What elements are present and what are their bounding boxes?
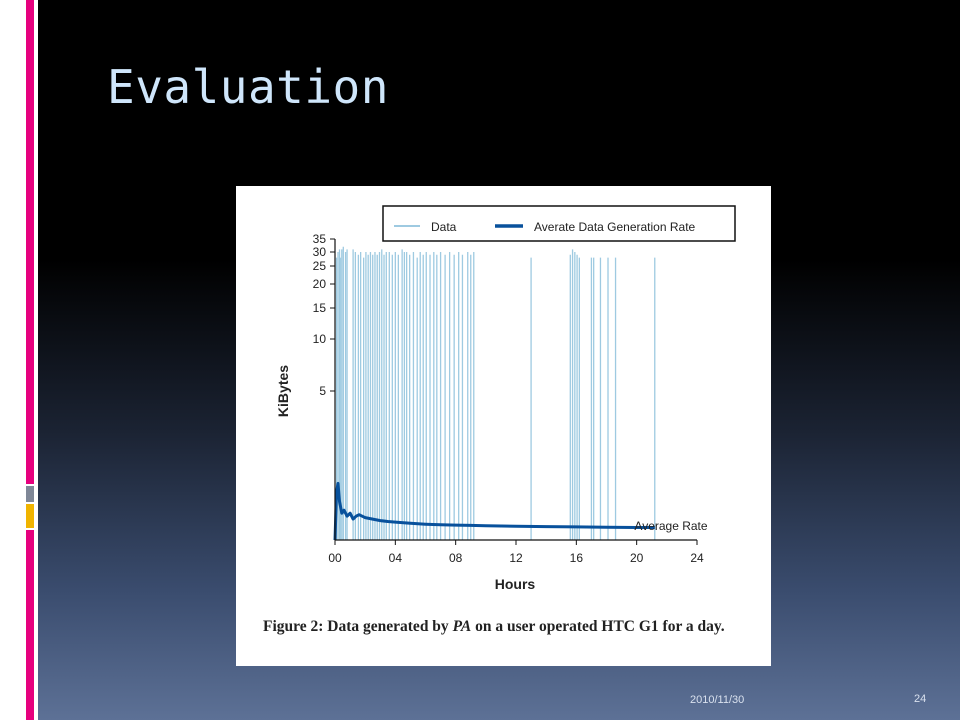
- deco-bar-magenta-short: [26, 478, 34, 484]
- deco-bar-amber: [26, 504, 34, 528]
- x-tick-label: 16: [570, 551, 584, 565]
- average-rate-line: [333, 481, 655, 541]
- y-tick-label: 15: [313, 301, 327, 315]
- caption-emphasis: PA: [452, 618, 472, 635]
- x-tick-label: 24: [690, 551, 704, 565]
- y-tick-label: 20: [313, 277, 327, 291]
- x-axis-label: Hours: [495, 576, 536, 592]
- legend-data-label: Data: [431, 220, 457, 234]
- average-rate-annotation: Average Rate: [634, 519, 707, 533]
- figure-caption: Figure 2: Data generated by PA on a user…: [263, 616, 763, 637]
- y-tick-label: 5: [319, 384, 326, 398]
- slide-title: Evaluation: [107, 60, 389, 114]
- caption-suffix: on a user operated HTC G1 for a day.: [471, 618, 725, 635]
- figure-panel: 00 04 08 12 16 20 24 5 10 15 20 25 30 35 Hours KiByte…: [236, 186, 771, 666]
- left-decoration: [26, 0, 34, 720]
- x-tick-label: 08: [449, 551, 463, 565]
- deco-bar-magenta-bottom: [26, 530, 34, 720]
- x-tick-label: 12: [509, 551, 523, 565]
- x-tick-label: 00: [328, 551, 342, 565]
- rate-line-group: [333, 481, 655, 541]
- x-tick-label: 04: [389, 551, 403, 565]
- y-tick-label: 30: [313, 245, 327, 259]
- legend: Data Averate Data Generation Rate: [382, 205, 736, 242]
- caption-prefix: Figure 2: Data generated by: [263, 618, 453, 635]
- deco-bar-gray: [26, 486, 34, 502]
- y-tick-label: 25: [313, 259, 327, 273]
- footer-date: 2010/11/30: [690, 694, 745, 706]
- deco-bar-magenta-tall: [26, 0, 34, 478]
- data-impulses: [335, 246, 656, 540]
- page-number: 24: [914, 693, 927, 705]
- y-tick-label: 10: [313, 332, 327, 346]
- y-tick-label: 35: [313, 232, 327, 246]
- x-tick-label: 20: [630, 551, 644, 565]
- legend-rate-label: Averate Data Generation Rate: [534, 220, 696, 234]
- y-axis-label: KiBytes: [275, 365, 291, 417]
- legend-box: [382, 205, 736, 242]
